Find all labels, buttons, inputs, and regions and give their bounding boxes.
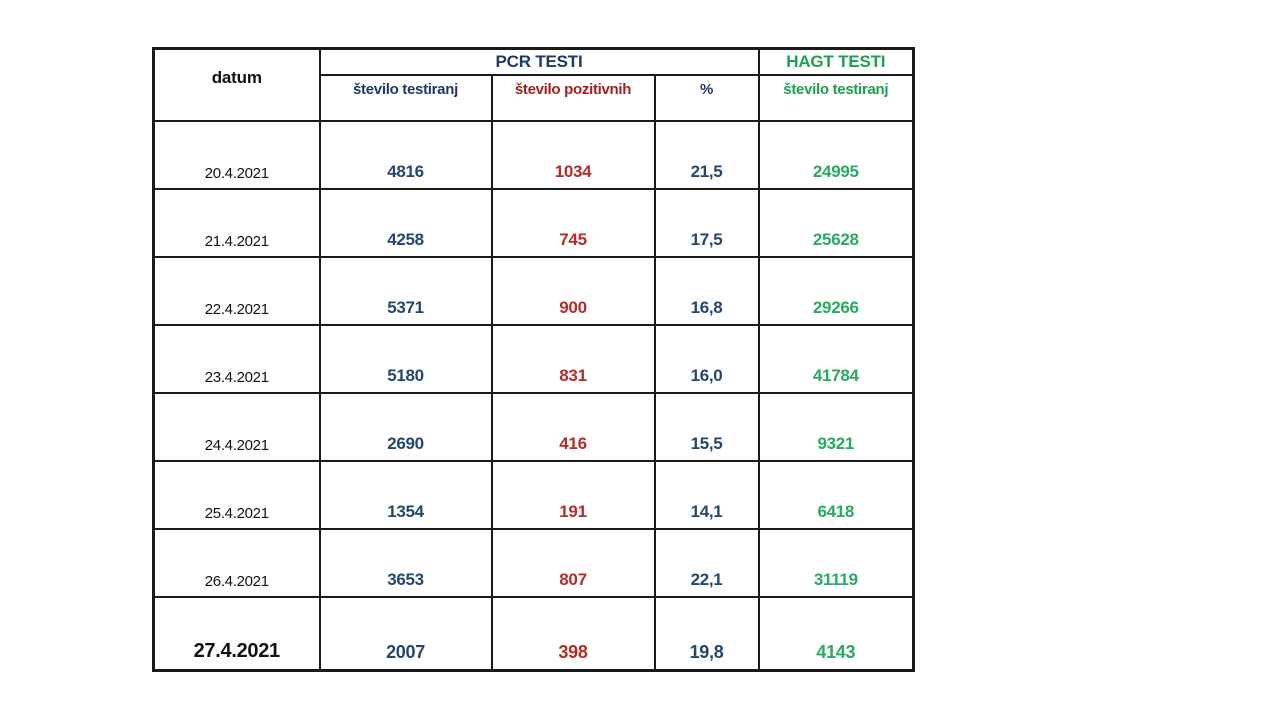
- column-header-pcr-tested: število testiranj: [318, 73, 493, 122]
- table-row: 21.4.2021 4258 745 17,5 25628: [152, 187, 915, 258]
- hagt-tested-cell: 6418: [757, 459, 915, 530]
- date-cell: 22.4.2021: [152, 255, 321, 326]
- percent-cell: 16,8: [653, 255, 760, 326]
- percent-cell: 14,1: [653, 459, 760, 530]
- pcr-positive-cell: 831: [490, 323, 656, 394]
- covid-tests-table: datum PCR TESTI HAGT TESTI število testi…: [152, 47, 916, 672]
- table-row: 22.4.2021 5371 900 16,8 29266: [152, 255, 915, 326]
- table-row: 24.4.2021 2690 416 15,5 9321: [152, 391, 915, 462]
- date-cell: 20.4.2021: [152, 119, 321, 190]
- column-header-datum: datum: [152, 47, 321, 122]
- pcr-tested-cell: 2690: [318, 391, 493, 462]
- pcr-positive-cell: 191: [490, 459, 656, 530]
- column-header-pcr-positive: število pozitivnih: [490, 73, 656, 122]
- hagt-tested-cell: 31119: [757, 527, 915, 598]
- column-group-pcr-testi: PCR TESTI: [318, 47, 760, 76]
- table-row-latest: 27.4.2021 2007 398 19,8 4143: [152, 595, 915, 672]
- pcr-positive-cell: 745: [490, 187, 656, 258]
- table-row: 26.4.2021 3653 807 22,1 31119: [152, 527, 915, 598]
- hagt-tested-cell: 9321: [757, 391, 915, 462]
- pcr-tested-cell: 4816: [318, 119, 493, 190]
- pcr-positive-cell: 416: [490, 391, 656, 462]
- date-cell: 23.4.2021: [152, 323, 321, 394]
- date-cell: 27.4.2021: [152, 595, 321, 672]
- percent-cell: 22,1: [653, 527, 760, 598]
- hagt-tested-cell: 24995: [757, 119, 915, 190]
- pcr-tested-cell: 1354: [318, 459, 493, 530]
- date-cell: 24.4.2021: [152, 391, 321, 462]
- pcr-tested-cell: 5371: [318, 255, 493, 326]
- hagt-tested-cell: 41784: [757, 323, 915, 394]
- pcr-tested-cell: 3653: [318, 527, 493, 598]
- percent-cell: 21,5: [653, 119, 760, 190]
- date-cell: 25.4.2021: [152, 459, 321, 530]
- percent-cell: 16,0: [653, 323, 760, 394]
- table-subheader-row: število testiranj število pozitivnih % š…: [154, 73, 915, 122]
- pcr-positive-cell: 900: [490, 255, 656, 326]
- hagt-tested-cell: 29266: [757, 255, 915, 326]
- pcr-positive-cell: 1034: [490, 119, 656, 190]
- column-group-hagt-testi: HAGT TESTI: [757, 47, 915, 76]
- hagt-tested-cell: 25628: [757, 187, 915, 258]
- pcr-positive-cell: 807: [490, 527, 656, 598]
- pcr-positive-cell: 398: [490, 595, 656, 672]
- date-cell: 21.4.2021: [152, 187, 321, 258]
- table-row: 23.4.2021 5180 831 16,0 41784: [152, 323, 915, 394]
- pcr-tested-cell: 2007: [318, 595, 493, 672]
- percent-cell: 15,5: [653, 391, 760, 462]
- table-row: 25.4.2021 1354 191 14,1 6418: [152, 459, 915, 530]
- percent-cell: 17,5: [653, 187, 760, 258]
- pcr-tested-cell: 5180: [318, 323, 493, 394]
- date-cell: 26.4.2021: [152, 527, 321, 598]
- pcr-tested-cell: 4258: [318, 187, 493, 258]
- table-row: 20.4.2021 4816 1034 21,5 24995: [152, 119, 915, 190]
- hagt-tested-cell: 4143: [757, 595, 915, 672]
- table-group-header-row: datum PCR TESTI HAGT TESTI: [152, 47, 915, 122]
- column-header-percent: %: [653, 73, 760, 122]
- percent-cell: 19,8: [653, 595, 760, 672]
- column-header-hagt-tested: število testiranj: [757, 73, 915, 122]
